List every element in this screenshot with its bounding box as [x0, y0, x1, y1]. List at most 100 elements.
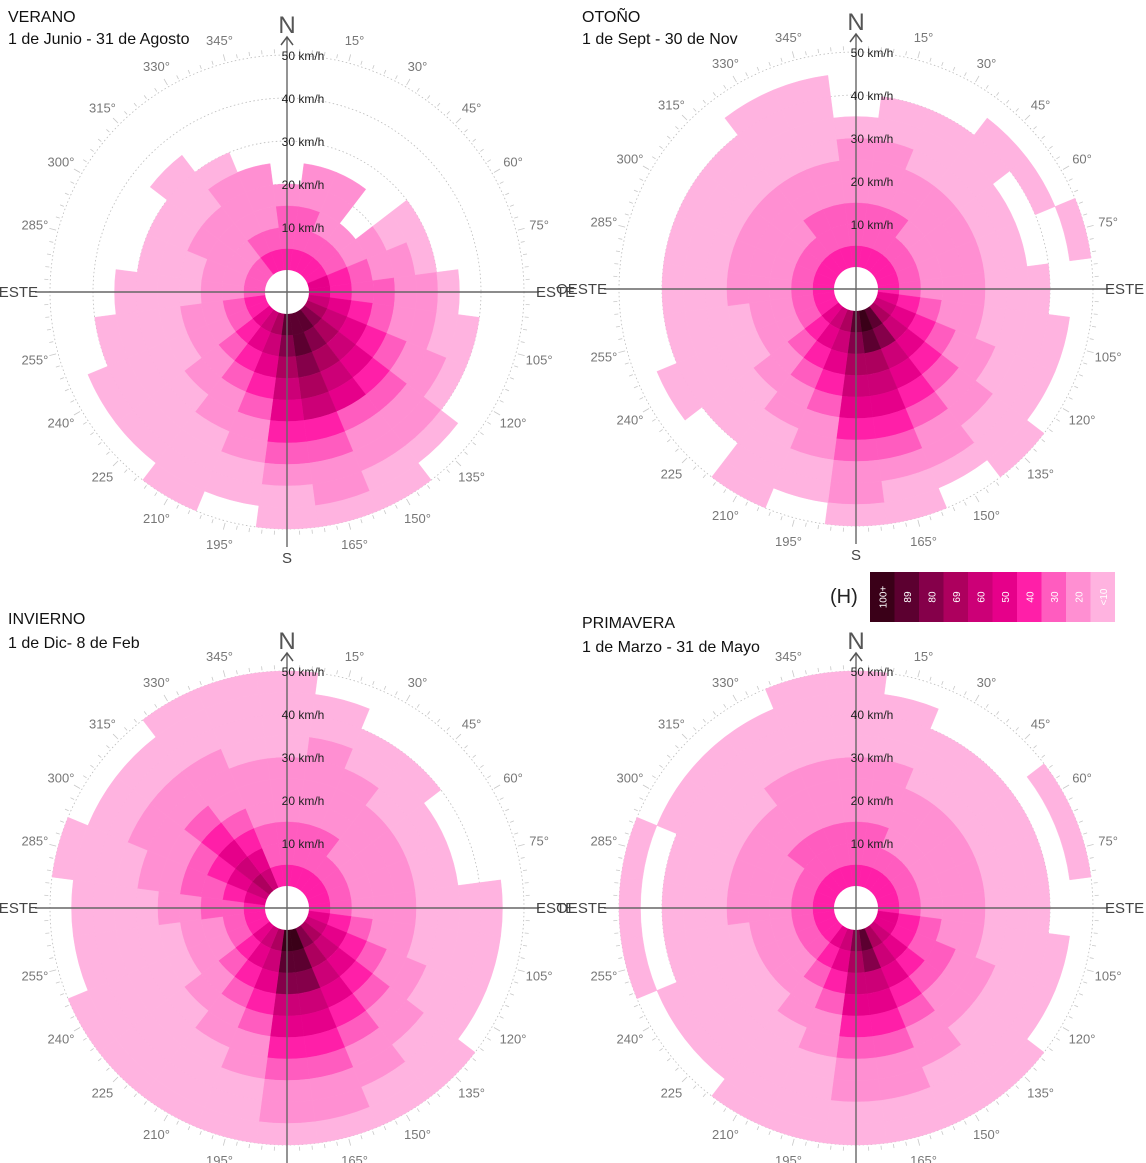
degree-label: 315°	[658, 716, 685, 731]
degree-label: 285°	[590, 214, 617, 229]
degree-label: 135°	[1027, 467, 1054, 482]
degree-label: 195°	[206, 537, 233, 552]
degree-label: 75°	[529, 217, 549, 232]
panel-title: OTOÑO	[582, 6, 640, 26]
degree-label: 60°	[503, 155, 523, 170]
speed-label: 20 km/h	[282, 794, 325, 808]
degree-label: 330°	[712, 675, 739, 690]
wind-bin-dir60-speed40	[1009, 157, 1056, 216]
degree-label: 240°	[617, 413, 644, 428]
speed-label: 30 km/h	[851, 132, 894, 146]
degree-label: 300°	[48, 771, 75, 786]
panel-subtitle: 1 de Dic- 8 de Feb	[8, 635, 140, 652]
degree-label: 120°	[500, 416, 527, 431]
degree-label: 75°	[1098, 833, 1118, 848]
degree-label: 315°	[658, 97, 685, 112]
degree-label: 135°	[1027, 1086, 1054, 1101]
wind-bin-dir345-speed45	[196, 672, 260, 710]
degree-label: 105°	[526, 969, 553, 984]
speed-label: 50 km/h	[282, 49, 325, 63]
legend-label: 30	[1050, 591, 1061, 603]
degree-label: 30°	[408, 59, 428, 74]
degree-label: 15°	[345, 649, 365, 664]
degree-label: 225	[92, 1086, 114, 1101]
speed-label: 40 km/h	[851, 89, 894, 103]
degree-label: 210°	[712, 508, 739, 523]
degree-label: 45°	[462, 100, 482, 115]
legend-swatch	[1017, 572, 1042, 622]
degree-label: 120°	[500, 1032, 527, 1047]
legend-label: 40	[1025, 591, 1036, 603]
wind-bin-dir255-speed35	[94, 314, 128, 367]
degree-label: 285°	[590, 833, 617, 848]
wind-rose-verano: VERANO 1 de Junio - 31 de Agosto N S ESTE O…	[0, 9, 575, 567]
degree-label: 105°	[526, 353, 553, 368]
south-label: S	[282, 550, 292, 567]
north-label: N	[847, 628, 864, 655]
east-label: ESTE	[1105, 281, 1144, 298]
speed-label: 50 km/h	[851, 665, 894, 679]
degree-label: 15°	[345, 33, 365, 48]
degree-label: 120°	[1069, 1032, 1096, 1047]
speed-label: 40 km/h	[851, 708, 894, 722]
legend-label: 60	[976, 591, 987, 603]
degree-label: 255°	[590, 350, 617, 365]
legend-label: 69	[952, 591, 963, 603]
west-label: OESTE	[556, 281, 607, 298]
legend-label: 80	[927, 591, 938, 603]
degree-label: 255°	[590, 969, 617, 984]
degree-label: 300°	[48, 155, 75, 170]
degree-label: 210°	[143, 1127, 170, 1142]
wind-bin-dir330-speed25	[194, 152, 238, 190]
north-arrow-icon	[849, 651, 863, 662]
legend-label: 50	[1001, 591, 1012, 603]
speed-label: 30 km/h	[282, 751, 325, 765]
wind-bin-dir240-speed45	[67, 990, 117, 1053]
west-label: OESTE	[0, 900, 38, 917]
degree-label: 135°	[458, 470, 485, 485]
legend-title: (H)	[830, 586, 858, 608]
legend-label: 100+	[878, 586, 889, 609]
legend-swatch	[1041, 572, 1066, 622]
degree-label: 165°	[910, 1153, 937, 1163]
legend-label: <10	[1099, 588, 1110, 605]
wind-bin-dir60-speed45	[1026, 763, 1076, 826]
wind-bin-dir15-speed40	[881, 694, 939, 730]
degree-label: 225	[92, 470, 114, 485]
wind-bin-dir255-speed45	[620, 935, 658, 999]
panel-title: INVIERNO	[8, 611, 85, 628]
speed-label: 30 km/h	[851, 751, 894, 765]
degree-label: 345°	[775, 649, 802, 664]
west-label: OESTE	[0, 284, 38, 301]
wind-bin-dir75-speed45	[1054, 198, 1092, 262]
degree-label: 45°	[1031, 97, 1051, 112]
wind-bin-dir345-speed45	[765, 672, 829, 710]
degree-label: 165°	[341, 537, 368, 552]
wind-bin-dir30-speed20	[328, 172, 367, 207]
wind-rose-primavera: PRIMAVERA 1 de Marzo - 31 de Mayo NSESTE…	[556, 615, 1144, 1163]
legend-swatch	[943, 572, 968, 622]
panel-title: VERANO	[8, 9, 76, 26]
degree-label: 195°	[206, 1153, 233, 1163]
legend: (H) 100+ 89 80 69 60 50 40 30 20 <10	[830, 572, 1115, 622]
degree-label: 75°	[529, 833, 549, 848]
degree-label: 300°	[617, 771, 644, 786]
speed-label: 30 km/h	[282, 135, 325, 149]
degree-label: 150°	[404, 1127, 431, 1142]
wind-bin-dir240-speed40	[87, 365, 134, 424]
north-label: N	[847, 9, 864, 36]
panel-subtitle: 1 de Sept - 30 de Nov	[582, 31, 738, 48]
degree-label: 240°	[48, 1032, 75, 1047]
degree-label: 330°	[712, 56, 739, 71]
speed-label: 40 km/h	[282, 92, 325, 106]
degree-label: 210°	[712, 1127, 739, 1142]
east-label: ESTE	[1105, 900, 1144, 917]
wind-bin-dir210-speed45	[142, 462, 205, 512]
degree-label: 285°	[21, 217, 48, 232]
speed-label: 10 km/h	[851, 218, 894, 232]
legend-swatch	[992, 572, 1017, 622]
degree-label: 165°	[341, 1153, 368, 1163]
degree-label: 195°	[775, 1153, 802, 1163]
degree-label: 300°	[617, 152, 644, 167]
